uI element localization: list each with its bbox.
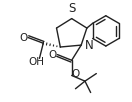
Text: O: O xyxy=(19,33,27,43)
Text: O: O xyxy=(49,50,57,60)
Text: N: N xyxy=(85,39,94,52)
Text: OH: OH xyxy=(29,57,45,67)
Text: S: S xyxy=(68,2,75,15)
Text: O: O xyxy=(71,69,80,79)
